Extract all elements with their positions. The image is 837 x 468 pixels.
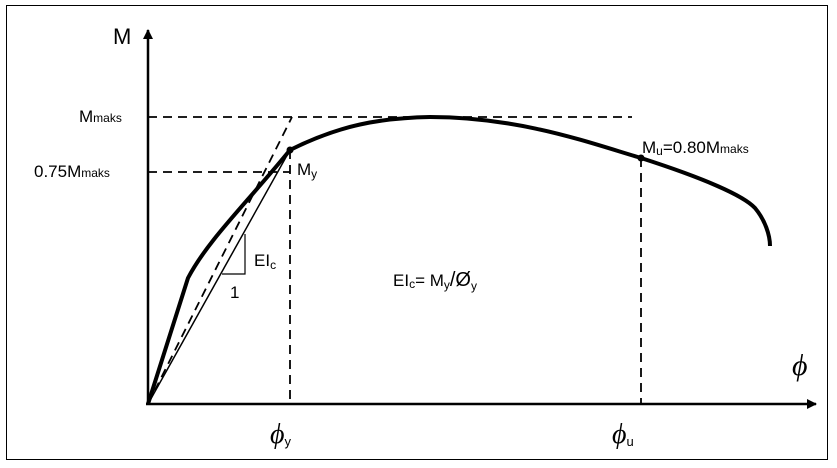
- y-axis-label: M: [113, 24, 131, 49]
- secant-stiffness-line: [147, 149, 291, 405]
- ultimate-moment-label: Mu=0.80Mmaks: [642, 138, 749, 158]
- m-max-label: Mmaks: [79, 107, 122, 126]
- moment-curvature-curve: [146, 115, 772, 405]
- yield-moment-label: My: [297, 160, 317, 181]
- phi-u-label: ϕu: [612, 419, 634, 450]
- phi-y-label: ϕy: [270, 419, 292, 450]
- m-075-label: 0.75Mmaks: [34, 162, 110, 181]
- ultimate-point-marker: [637, 154, 645, 162]
- slope-triangle: [222, 234, 246, 275]
- yield-point-marker: [286, 146, 294, 154]
- diagram-frame: [6, 5, 828, 460]
- slope-run-label: 1: [230, 283, 239, 302]
- idealized-elastic-dashed-line: [147, 116, 293, 405]
- slope-rise-label: EIc: [254, 251, 276, 272]
- stiffness-equation: EIc= My/Øy: [393, 269, 477, 293]
- x-axis-label: ϕ: [792, 349, 808, 382]
